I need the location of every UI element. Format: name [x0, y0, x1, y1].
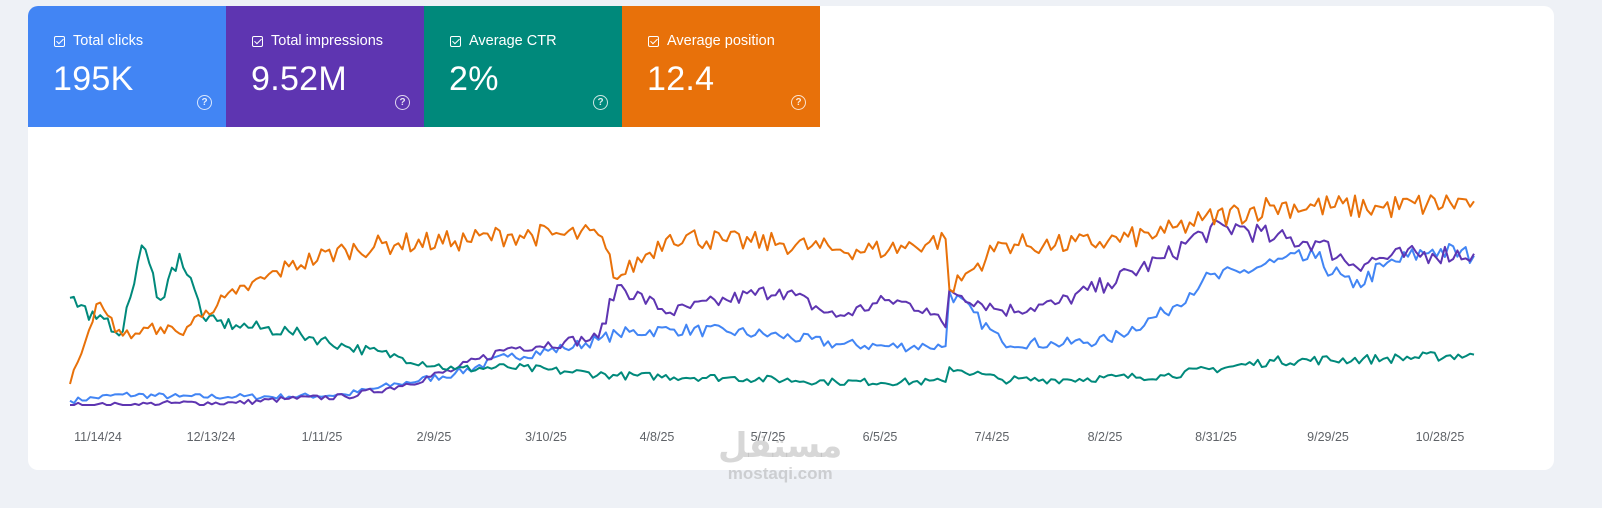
series-line-average-ctr [69, 244, 1475, 387]
series-line-total-clicks [69, 243, 1475, 405]
metric-header: Total clicks [54, 33, 143, 49]
metric-label: Total clicks [73, 33, 144, 49]
performance-chart: 11/14/24 12/13/24 1/11/25 2/9/25 3/10/25 4/8/… [69, 194, 1475, 444]
x-tick-label: 9/29/25 [1307, 430, 1349, 444]
help-circle-icon[interactable]: ? [593, 95, 608, 110]
x-tick-label: 11/14/24 [74, 430, 122, 444]
checkbox-checked-icon[interactable] [252, 35, 263, 47]
x-tick-label: 4/8/25 [640, 430, 675, 444]
metric-header: Average position [648, 33, 775, 49]
metric-value: 12.4 [647, 60, 715, 98]
checkbox-checked-icon[interactable] [54, 35, 65, 47]
checkbox-checked-icon[interactable] [450, 35, 461, 47]
x-tick-label: 7/4/25 [975, 430, 1010, 444]
x-tick-label: 3/10/25 [525, 430, 567, 444]
series-line-average-position [69, 194, 1475, 385]
help-circle-icon[interactable]: ? [197, 95, 212, 110]
metric-value: 195K [53, 60, 134, 98]
metric-value: 2% [449, 60, 499, 98]
metric-cards: Total clicks 195K? Total impressions 9.52M?… [28, 6, 820, 127]
metric-label: Average position [667, 33, 775, 49]
performance-card: Total clicks 195K? Total impressions 9.52M?… [28, 6, 1554, 470]
metric-header: Total impressions [252, 33, 383, 49]
x-tick-label: 6/5/25 [863, 430, 898, 444]
x-tick-label: 8/2/25 [1088, 430, 1123, 444]
series-line-total-impressions [70, 218, 1475, 406]
x-tick-label: 12/13/24 [187, 430, 236, 444]
x-tick-label: 8/31/25 [1195, 430, 1237, 444]
help-circle-icon[interactable]: ? [395, 95, 410, 110]
metric-card-total-clicks[interactable]: Total clicks 195K? [28, 6, 226, 127]
metric-card-total-impressions[interactable]: Total impressions 9.52M? [226, 6, 424, 127]
metric-label: Average CTR [469, 33, 557, 49]
x-tick-label: 2/9/25 [417, 430, 452, 444]
checkbox-checked-icon[interactable] [648, 35, 659, 47]
metric-value: 9.52M [251, 60, 347, 98]
metric-label: Total impressions [271, 33, 384, 49]
metric-card-average-ctr[interactable]: Average CTR 2%? [424, 6, 622, 127]
help-circle-icon[interactable]: ? [791, 95, 806, 110]
metric-header: Average CTR [450, 33, 557, 49]
x-tick-label: 10/28/25 [1416, 430, 1465, 444]
x-tick-label: 5/7/25 [751, 430, 786, 444]
x-tick-label: 1/11/25 [302, 430, 343, 444]
metric-card-average-position[interactable]: Average position 12.4? [622, 6, 820, 127]
